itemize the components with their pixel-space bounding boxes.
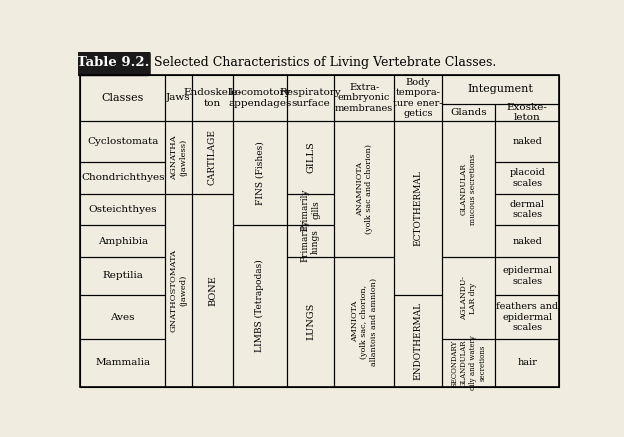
Text: GLANDULAR
mucous secretions: GLANDULAR mucous secretions	[460, 153, 477, 225]
Bar	[394, 75, 442, 121]
Text: Jaws: Jaws	[166, 94, 191, 102]
Bar	[287, 257, 334, 387]
Bar	[192, 75, 233, 121]
Text: feathers and
epidermal
scales: feathers and epidermal scales	[496, 302, 558, 332]
Text: Locomotory
appendages: Locomotory appendages	[228, 88, 291, 108]
Bar	[495, 339, 559, 387]
Text: Integument: Integument	[467, 84, 534, 94]
Text: Table 9.2.: Table 9.2.	[77, 56, 150, 69]
Bar	[80, 121, 165, 162]
Text: AMNIOTA
(yolk sac, chorion,
allantois and amnion): AMNIOTA (yolk sac, chorion, allantois an…	[351, 278, 378, 366]
Text: Cyclostomata: Cyclostomata	[87, 137, 158, 146]
Text: Mammalia: Mammalia	[95, 358, 150, 368]
Bar	[495, 104, 559, 121]
Text: BONE: BONE	[208, 275, 217, 305]
FancyBboxPatch shape	[77, 52, 150, 76]
Text: Selected Characteristics of Living Vertebrate Classes.: Selected Characteristics of Living Verte…	[154, 56, 496, 69]
Text: naked: naked	[512, 137, 542, 146]
Bar	[442, 104, 495, 121]
Bar	[287, 225, 334, 257]
Text: CARTILAGE: CARTILAGE	[208, 129, 217, 185]
Text: GNATHOSTOMATA
(jawed): GNATHOSTOMATA (jawed)	[170, 249, 187, 332]
Text: LUNGS: LUNGS	[306, 303, 315, 340]
Bar	[495, 257, 559, 295]
Bar	[233, 121, 287, 225]
Text: Classes: Classes	[102, 93, 144, 103]
Bar	[495, 225, 559, 257]
Bar	[287, 121, 334, 194]
Bar	[334, 75, 394, 121]
Text: ENDOTHERMAL: ENDOTHERMAL	[413, 302, 422, 380]
Text: AGLANDU-
LAR dry: AGLANDU- LAR dry	[460, 276, 477, 320]
Bar	[287, 194, 334, 225]
Text: LIMBS (Tetrapodas): LIMBS (Tetrapodas)	[255, 260, 265, 352]
Bar	[442, 121, 495, 257]
Bar	[334, 121, 394, 257]
Text: Reptilia: Reptilia	[102, 271, 143, 281]
Text: Exoske-
leton: Exoske- leton	[507, 103, 548, 122]
Text: Endoskele-
ton: Endoskele- ton	[183, 88, 241, 108]
Text: SECONDARY
GLANDULAR
oily and watery
secretions: SECONDARY GLANDULAR oily and watery secr…	[451, 336, 486, 390]
Text: hair: hair	[517, 358, 537, 368]
Bar	[80, 257, 165, 295]
Bar	[495, 121, 559, 162]
Text: GILLS: GILLS	[306, 142, 315, 173]
Bar	[165, 194, 192, 387]
Text: Extra-
embryonic
membranes: Extra- embryonic membranes	[335, 83, 393, 113]
Bar	[442, 257, 495, 339]
Bar	[394, 295, 442, 387]
Bar	[287, 75, 334, 121]
Bar	[495, 295, 559, 339]
Bar	[495, 162, 559, 194]
Text: Primarily
gills: Primarily gills	[301, 188, 320, 231]
Text: naked: naked	[512, 237, 542, 246]
Bar	[334, 257, 394, 387]
Text: Body
tempora-
ture ener-
getics: Body tempora- ture ener- getics	[393, 78, 442, 118]
Bar	[80, 75, 165, 121]
Bar	[80, 295, 165, 339]
Bar	[233, 225, 287, 387]
Text: Amphibia: Amphibia	[97, 237, 148, 246]
Text: Aves: Aves	[110, 312, 135, 322]
Text: Glands: Glands	[450, 108, 487, 117]
Bar	[80, 162, 165, 194]
Text: FINS (Fishes): FINS (Fishes)	[255, 141, 265, 205]
Bar	[165, 75, 192, 121]
Bar	[80, 225, 165, 257]
Text: AGNATHA
(jawless): AGNATHA (jawless)	[170, 135, 187, 180]
Text: Respiratory
surface: Respiratory surface	[280, 88, 341, 108]
Bar	[80, 339, 165, 387]
Text: Primarily
lungs: Primarily lungs	[301, 220, 320, 262]
Text: Chondrichthyes: Chondrichthyes	[81, 173, 164, 182]
Text: ECTOTHERMAL: ECTOTHERMAL	[413, 170, 422, 246]
Bar	[165, 121, 192, 194]
Text: ANAMNIOTA
(yolk sac and chorion): ANAMNIOTA (yolk sac and chorion)	[356, 144, 373, 234]
Bar	[192, 194, 233, 387]
Bar	[80, 194, 165, 225]
Bar	[394, 121, 442, 295]
Bar	[495, 194, 559, 225]
Bar	[442, 75, 559, 104]
Bar	[192, 121, 233, 194]
Text: dermal
scales: dermal scales	[510, 200, 545, 219]
Bar	[233, 75, 287, 121]
Text: epidermal
scales: epidermal scales	[502, 266, 552, 286]
Text: Osteichthyes: Osteichthyes	[89, 205, 157, 214]
Bar	[442, 339, 495, 387]
Text: placoid
scales: placoid scales	[509, 168, 545, 187]
